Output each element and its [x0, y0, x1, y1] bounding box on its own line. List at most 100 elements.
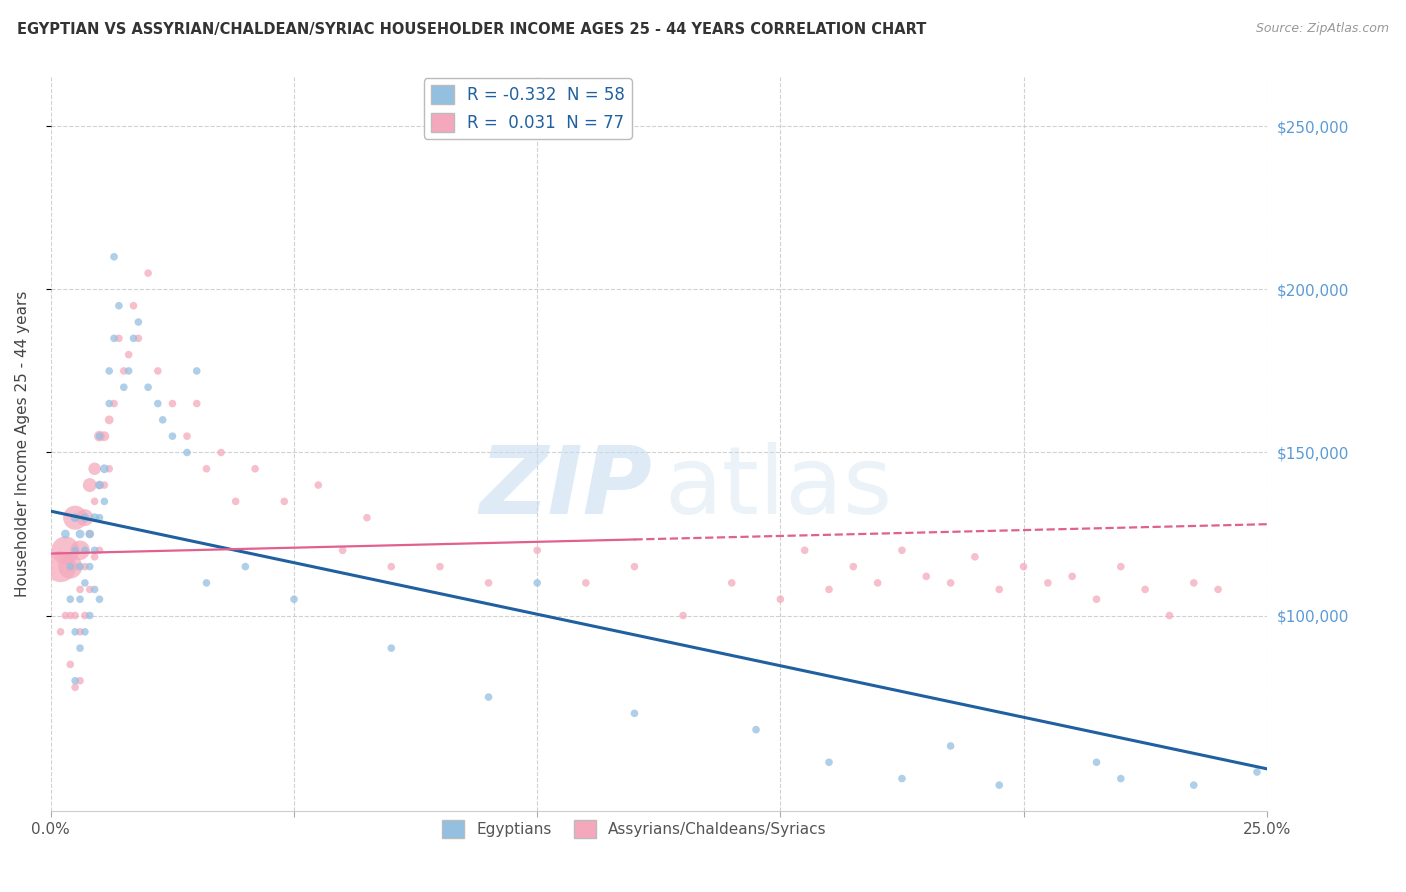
Point [988, 582, 1011, 597]
Point [235, 559, 257, 574]
Point [866, 575, 889, 590]
Point [225, 494, 247, 508]
Point [891, 543, 914, 558]
Point [1182, 778, 1205, 792]
Point [186, 364, 208, 378]
Point [69, 624, 91, 639]
Point [136, 266, 159, 280]
Point [69, 641, 91, 656]
Point [1133, 582, 1156, 597]
Text: Source: ZipAtlas.com: Source: ZipAtlas.com [1256, 22, 1389, 36]
Point [963, 549, 986, 564]
Point [73, 608, 96, 623]
Y-axis label: Householder Income Ages 25 - 44 years: Householder Income Ages 25 - 44 years [15, 291, 30, 598]
Point [273, 494, 295, 508]
Point [1109, 772, 1132, 786]
Point [73, 543, 96, 558]
Point [98, 462, 121, 476]
Point [1206, 582, 1229, 597]
Point [63, 543, 86, 558]
Point [69, 527, 91, 541]
Point [98, 396, 121, 410]
Point [89, 429, 111, 443]
Point [146, 396, 169, 410]
Point [146, 364, 169, 378]
Point [118, 348, 141, 362]
Point [380, 559, 402, 574]
Point [575, 575, 598, 590]
Point [98, 413, 121, 427]
Point [83, 462, 105, 476]
Point [83, 582, 105, 597]
Point [59, 559, 82, 574]
Point [59, 608, 82, 623]
Point [69, 592, 91, 607]
Point [93, 494, 115, 508]
Point [55, 527, 77, 541]
Point [108, 299, 131, 313]
Point [162, 429, 184, 443]
Point [818, 756, 841, 770]
Point [59, 657, 82, 672]
Point [49, 559, 72, 574]
Point [63, 559, 86, 574]
Point [939, 739, 962, 753]
Point [93, 478, 115, 492]
Point [176, 429, 198, 443]
Point [63, 680, 86, 694]
Point [127, 331, 149, 345]
Point [108, 331, 131, 345]
Point [672, 608, 695, 623]
Point [89, 592, 111, 607]
Point [720, 575, 742, 590]
Point [1012, 559, 1035, 574]
Point [89, 478, 111, 492]
Point [79, 478, 101, 492]
Point [98, 364, 121, 378]
Point [356, 510, 378, 524]
Point [93, 462, 115, 476]
Point [209, 445, 232, 459]
Point [69, 543, 91, 558]
Point [79, 559, 101, 574]
Point [891, 772, 914, 786]
Point [988, 778, 1011, 792]
Point [89, 543, 111, 558]
Text: atlas: atlas [665, 442, 893, 534]
Point [93, 429, 115, 443]
Point [83, 494, 105, 508]
Point [623, 706, 645, 721]
Point [69, 673, 91, 688]
Point [793, 543, 815, 558]
Point [915, 569, 938, 583]
Point [83, 510, 105, 524]
Point [55, 543, 77, 558]
Point [136, 380, 159, 394]
Point [283, 592, 305, 607]
Point [103, 396, 125, 410]
Point [79, 608, 101, 623]
Point [526, 543, 548, 558]
Point [73, 559, 96, 574]
Point [89, 510, 111, 524]
Point [429, 559, 451, 574]
Point [745, 723, 768, 737]
Point [243, 462, 266, 476]
Text: EGYPTIAN VS ASSYRIAN/CHALDEAN/SYRIAC HOUSEHOLDER INCOME AGES 25 - 44 YEARS CORRE: EGYPTIAN VS ASSYRIAN/CHALDEAN/SYRIAC HOU… [17, 22, 927, 37]
Point [69, 559, 91, 574]
Point [186, 396, 208, 410]
Text: ZIP: ZIP [479, 442, 652, 534]
Point [103, 331, 125, 345]
Point [63, 510, 86, 524]
Point [112, 364, 135, 378]
Point [162, 396, 184, 410]
Point [112, 380, 135, 394]
Point [332, 543, 354, 558]
Point [69, 582, 91, 597]
Point [122, 299, 145, 313]
Point [63, 673, 86, 688]
Point [939, 575, 962, 590]
Legend: Egyptians, Assyrians/Chaldeans/Syriacs: Egyptians, Assyrians/Chaldeans/Syriacs [436, 814, 832, 844]
Point [1182, 575, 1205, 590]
Point [195, 575, 218, 590]
